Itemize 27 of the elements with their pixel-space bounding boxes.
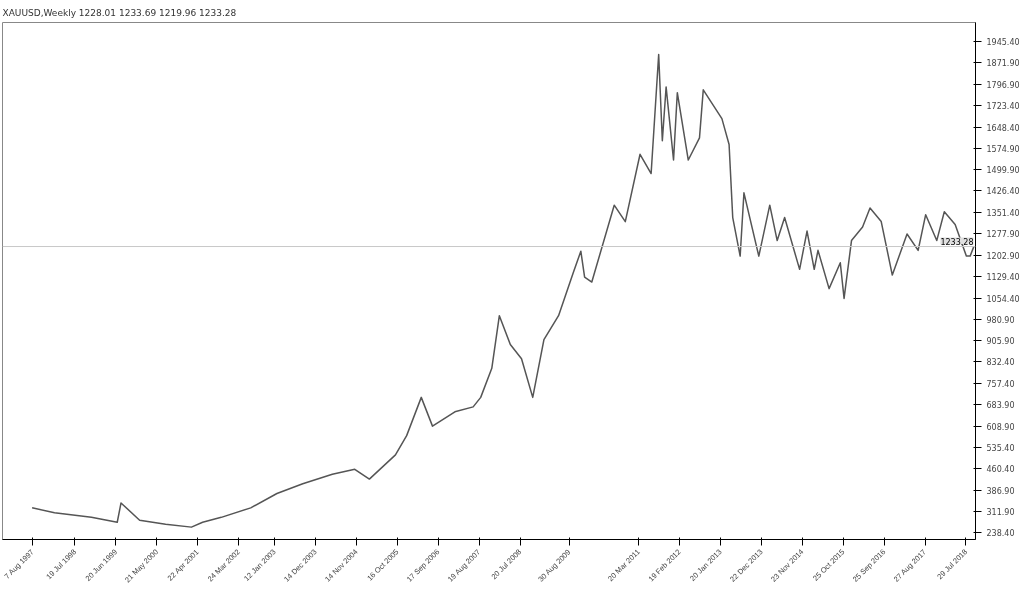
y-tick-label: 535.40 (986, 443, 1015, 453)
y-tick-label: 1574.90 (986, 144, 1020, 154)
chart-title: XAUUSD,Weekly 1228.01 1233.69 1219.96 1233.28 (2, 7, 237, 18)
y-tick-label: 386.90 (986, 486, 1015, 496)
y-tick-label: 1351.40 (986, 209, 1020, 219)
y-tick-label: 1202.90 (986, 251, 1020, 261)
y-tick-label: 608.90 (986, 422, 1015, 432)
y-tick-label: 1796.90 (986, 80, 1020, 90)
y-tick-label: 1129.40 (986, 272, 1020, 282)
y-tick-label: 238.40 (986, 529, 1015, 539)
y-tick-label: 980.90 (986, 315, 1015, 325)
y-tick-label: 1499.90 (986, 166, 1020, 176)
y-tick-label: 1723.40 (986, 102, 1020, 112)
y-tick-label: 757.40 (986, 379, 1015, 389)
line-series (31, 53, 975, 528)
y-tick-label: 1871.90 (986, 59, 1020, 69)
y-tick-label: 832.40 (986, 358, 1015, 368)
y-tick-label: 1648.40 (986, 123, 1020, 133)
y-tick-label: 1426.40 (986, 187, 1020, 197)
y-tick-label: 905.90 (986, 337, 1015, 347)
ref-line-label: 1233.28 (940, 237, 974, 247)
y-tick-label: 1945.40 (986, 38, 1020, 48)
y-tick-label: 311.90 (986, 508, 1015, 518)
y-tick-label: 460.40 (986, 465, 1015, 475)
y-tick-label: 683.90 (986, 401, 1015, 411)
y-tick-label: 1277.90 (986, 230, 1020, 240)
y-tick-label: 1054.40 (986, 294, 1020, 304)
